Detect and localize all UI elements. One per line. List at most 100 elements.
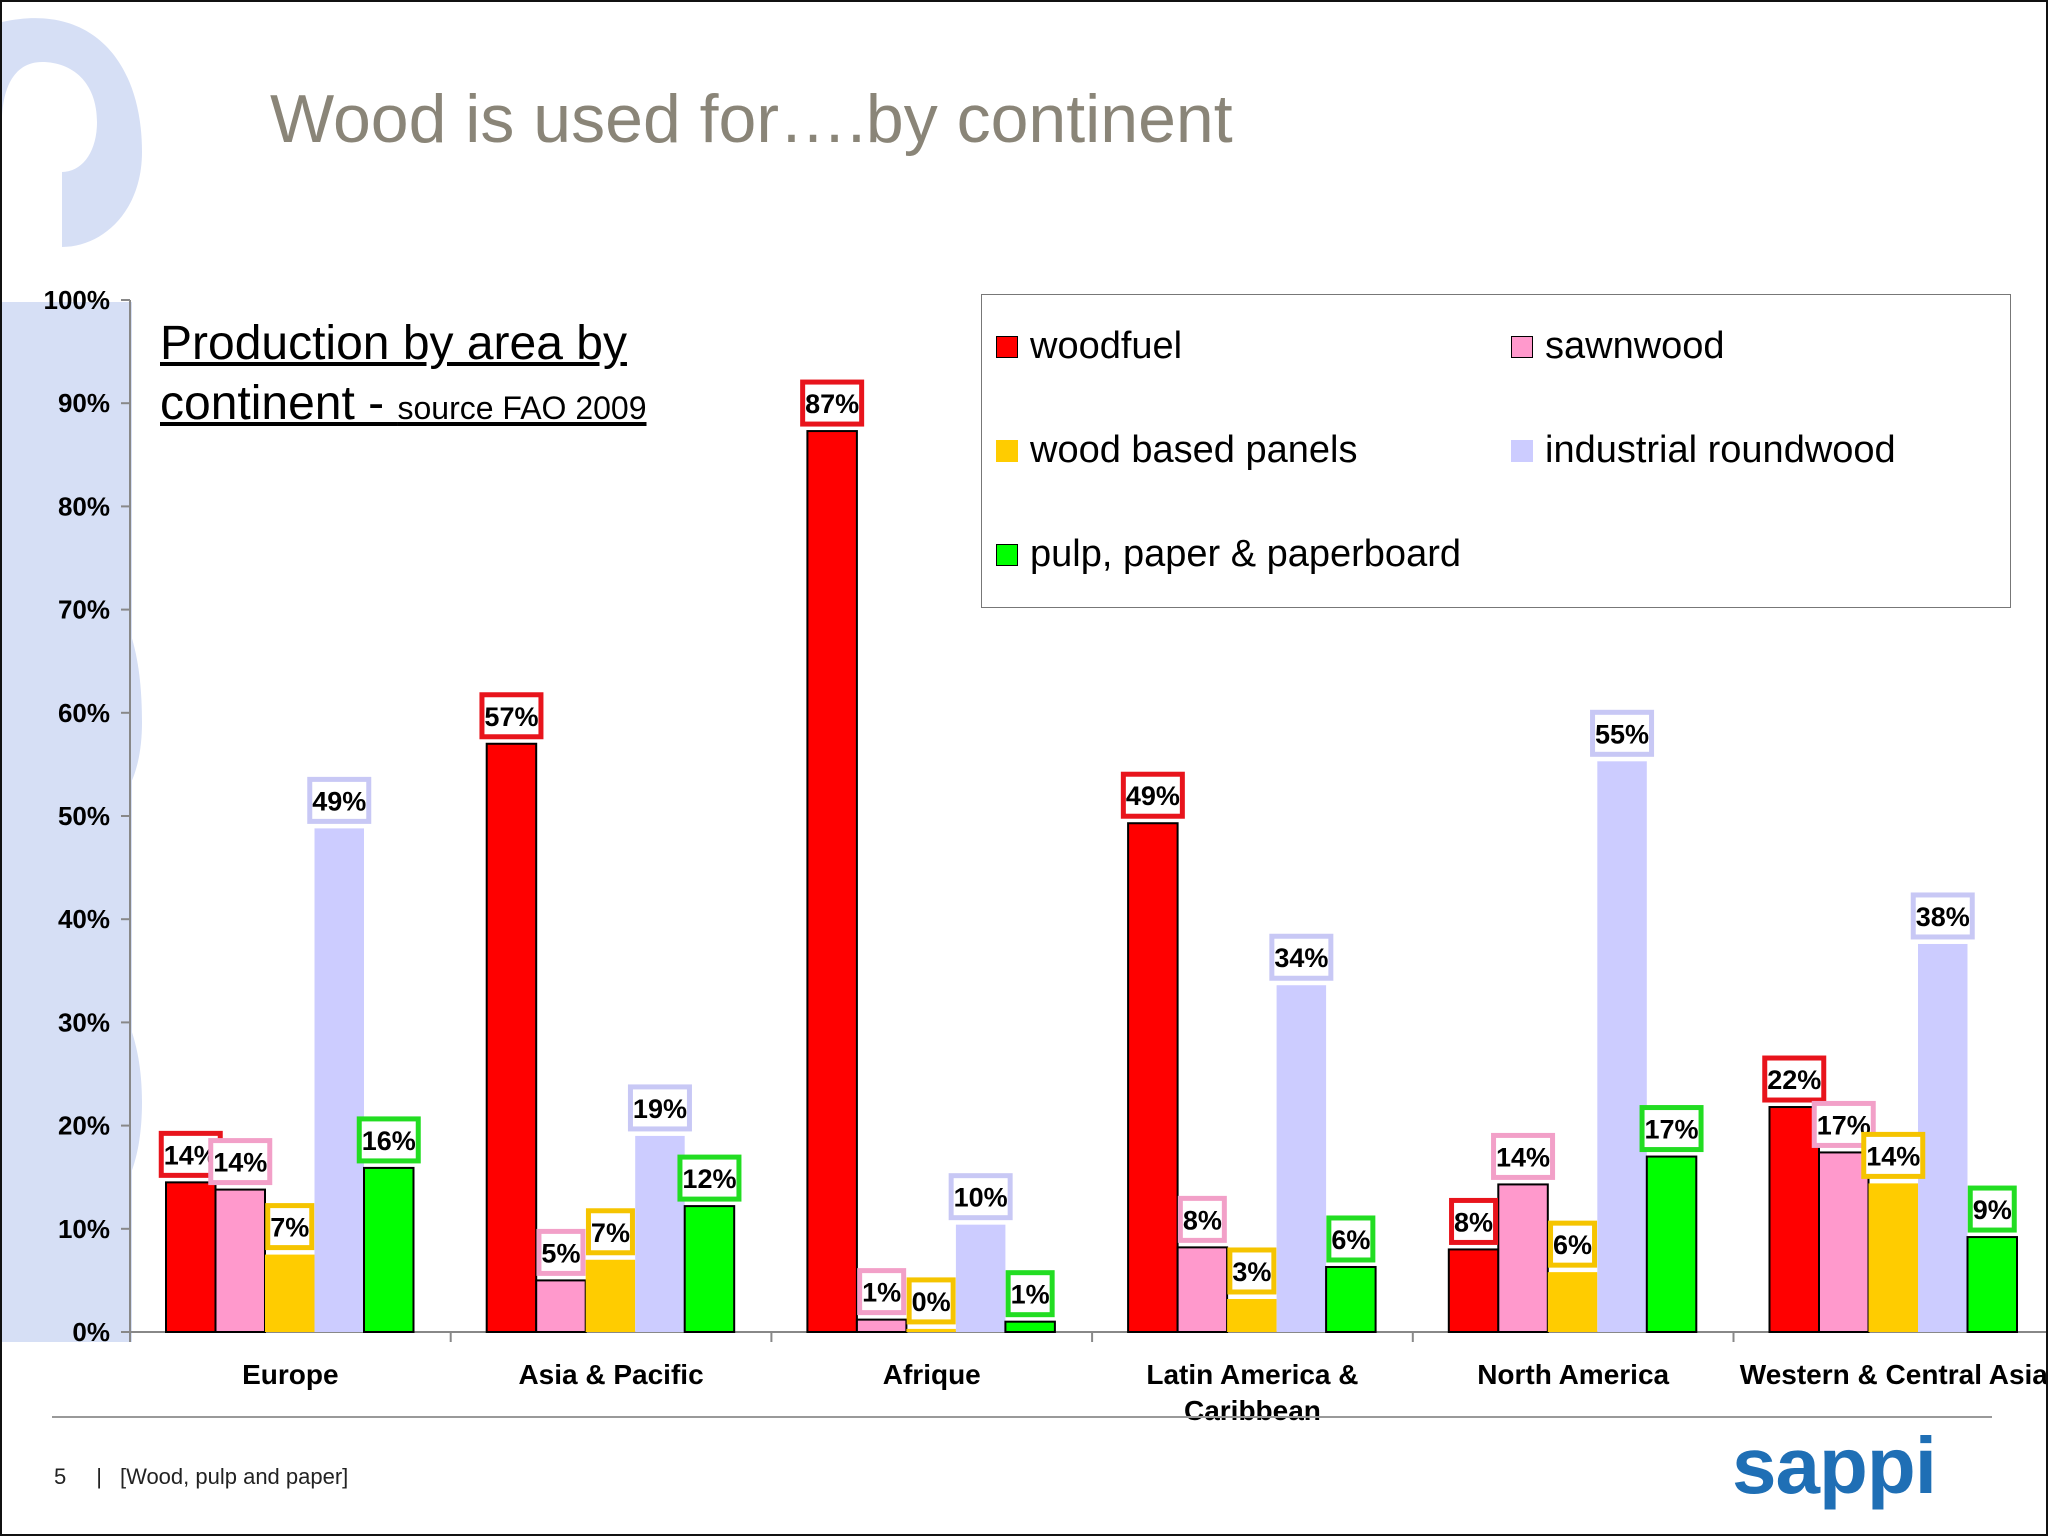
data-label-box [536,1228,586,1276]
data-label: 14% [213,1148,267,1178]
data-label: 5% [541,1238,580,1268]
bar-pulp-paper-paperboard [363,1166,415,1333]
x-category-label: Europe [242,1359,338,1390]
footer: 5 | [Wood, pulp and paper] [54,1464,348,1490]
x-category-label: Western & Central Asia [1740,1359,2046,1390]
data-label: 6% [1553,1230,1592,1260]
data-label: 1% [1011,1280,1050,1310]
data-label-box [857,1268,907,1316]
data-label: 9% [1973,1195,2012,1225]
bar-pulp-paper-paperboard [1966,1236,2018,1334]
legend-item-industrial-roundwood: industrial roundwood [1511,429,1896,472]
data-label: 87% [805,389,859,419]
x-category-label: Asia & Pacific [518,1359,703,1390]
legend-swatch-industrial-roundwood [1511,439,1533,462]
slide-title: Wood is used for….by continent [270,81,1233,157]
legend-item-wood-based-panels: wood based panels [996,429,1357,472]
data-label-box [948,1173,1013,1221]
x-category-label: North America [1477,1359,1669,1390]
data-label-box [585,1208,635,1256]
data-label: 57% [484,702,538,732]
bar-sawnwood [214,1188,266,1333]
data-label-box [1548,1220,1598,1268]
sappi-logo: sappi [1732,1421,1937,1510]
subtitle-line-2: continent - source FAO 2009 [160,374,647,438]
data-label-box [479,692,544,740]
subtitle-source: source FAO 2009 [397,390,647,426]
data-label: 14% [1866,1141,1920,1171]
data-label: 38% [1916,902,1970,932]
subtitle-line-2-main: continent - [160,377,398,430]
data-label-box [677,1154,742,1202]
bar-pulp-paper-paperboard [1325,1265,1377,1334]
y-tick-label: 40% [58,904,110,934]
data-label-box [1177,1195,1227,1243]
data-label: 14% [1496,1142,1550,1172]
data-label: 1% [862,1278,901,1308]
data-label-box [800,379,865,427]
bar-woodfuel [485,742,538,1333]
bar-industrial-roundwood [955,1224,1006,1332]
bar-sawnwood [855,1318,908,1333]
data-label-box [208,1138,273,1186]
data-label: 6% [1331,1225,1370,1255]
bar-industrial-roundwood [1918,943,1968,1332]
legend-swatch-sawnwood [1511,335,1533,358]
bar-woodfuel [165,1181,217,1333]
bar-industrial-roundwood [1597,761,1647,1332]
legend-item-woodfuel: woodfuel [996,325,1182,368]
legend-label-sawnwood: sawnwood [1545,325,1725,367]
bar-wood-based-panels [265,1254,315,1332]
data-label-box [1590,709,1655,757]
y-tick-label: 90% [58,388,110,418]
footer-separator: | [96,1464,102,1489]
data-label-box [1491,1132,1556,1180]
bar-industrial-roundwood [1276,985,1327,1332]
bar-woodfuel [806,430,858,1333]
data-label-box [356,1116,421,1164]
data-label: 22% [1767,1065,1821,1095]
bar-woodfuel [1447,1248,1500,1333]
data-label-box [1326,1215,1376,1263]
bar-chart: 0% 10% 20% 30% 40% 50% 60% 70% 80% 90% 100% Europe A… [44,285,2046,1426]
legend-swatch-wood-based-panels [996,439,1018,462]
watermark-logo-fragment [2,18,142,1343]
footer-text: [Wood, pulp and paper] [119,1464,349,1489]
y-tick-label: 20% [58,1111,110,1141]
y-tick-label: 100% [44,285,111,315]
data-label: 19% [633,1094,687,1124]
bar-pulp-paper-paperboard [1004,1320,1056,1334]
legend-item-sawnwood: sawnwood [1511,325,1725,368]
legend-label-wood-based-panels: wood based panels [1030,429,1358,471]
data-label: 10% [954,1183,1008,1213]
data-label-box [1762,1055,1827,1103]
data-label: 55% [1595,719,1649,749]
y-tick-label: 30% [58,1007,110,1037]
bar-wood-based-panels [1868,1183,1918,1332]
data-label-box [1861,1131,1926,1179]
x-category-label: Afrique [883,1359,981,1390]
data-label: 0% [912,1287,951,1317]
data-label-box [627,1084,692,1132]
data-label-box [1227,1247,1277,1295]
data-label: 3% [1232,1257,1271,1287]
data-label-box [906,1277,956,1325]
data-label: 7% [270,1213,309,1243]
legend-label-pulp-paper: pulp, paper & paperboard [1030,533,1461,575]
bar-wood-based-panels [1227,1298,1277,1332]
data-label: 12% [682,1164,736,1194]
footer-divider [52,1416,1992,1418]
bar-industrial-roundwood [314,828,364,1332]
data-label-box [1449,1197,1499,1245]
bar-woodfuel [1768,1106,1820,1334]
data-label: 8% [1183,1205,1222,1235]
data-label-box [307,776,372,824]
data-label: 7% [591,1218,630,1248]
y-tick-label: 0% [72,1317,110,1347]
y-tick-label: 60% [58,698,110,728]
data-label-box [1639,1105,1704,1153]
data-label: 17% [1645,1115,1699,1145]
x-category-label: Latin America & Caribbean [1146,1359,1358,1426]
data-label: 8% [1454,1207,1493,1237]
